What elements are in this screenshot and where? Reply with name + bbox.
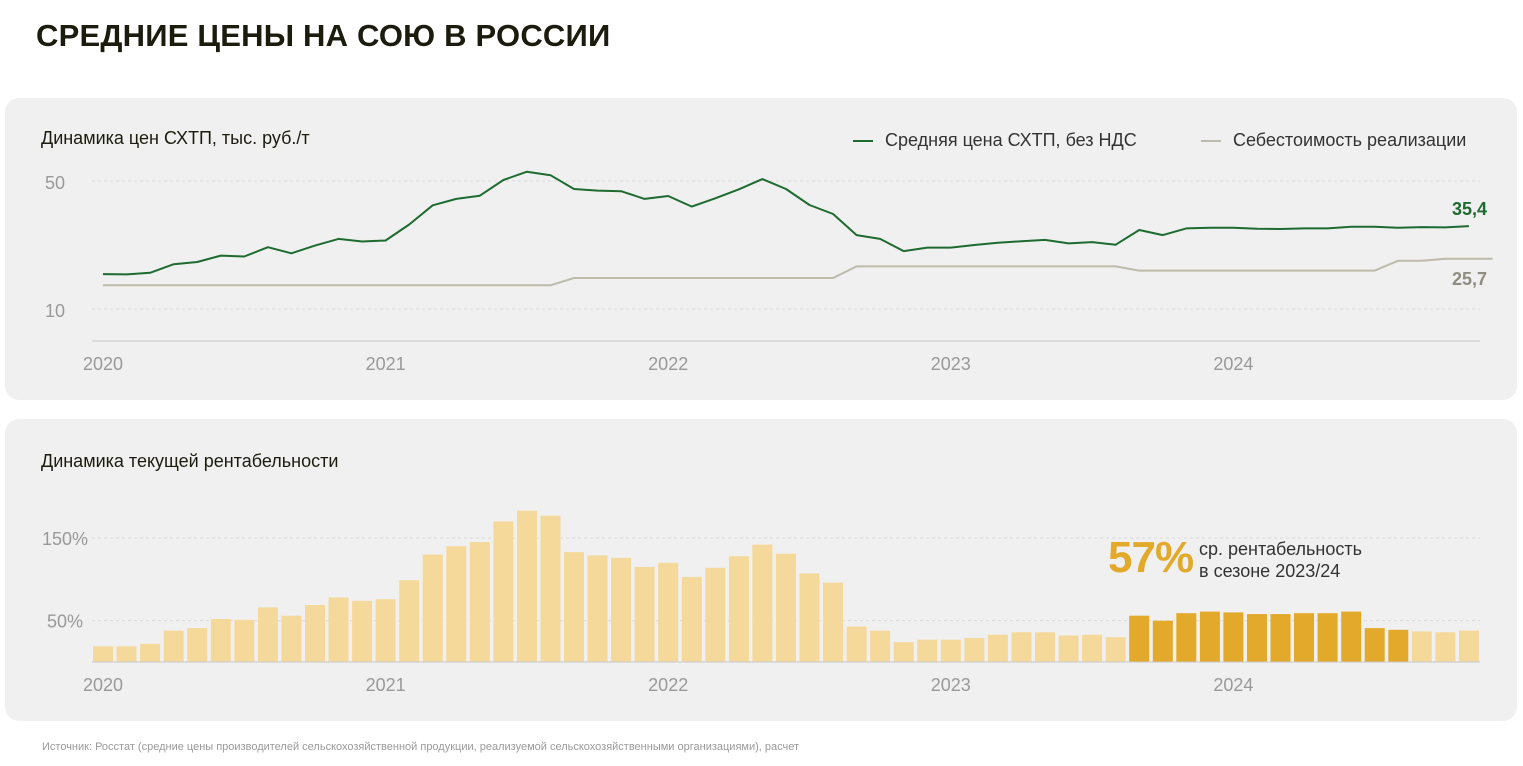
cost-series-line (103, 257, 1493, 287)
price-series-line (102, 170, 1469, 276)
legend-swatch-cost (1201, 139, 1221, 142)
bar (540, 515, 561, 662)
price-chart-unit: тыс. руб./т (216, 128, 310, 148)
bar (1317, 613, 1338, 662)
bar (187, 628, 208, 662)
bar (469, 542, 490, 662)
bar (1011, 632, 1032, 662)
bar (1270, 614, 1291, 662)
bar (587, 555, 608, 662)
bar (305, 605, 325, 662)
bar (140, 643, 161, 662)
bar (776, 553, 796, 662)
bar (1176, 613, 1197, 662)
bar (352, 600, 373, 662)
bar (281, 615, 302, 662)
bar (257, 607, 278, 662)
bar (705, 567, 726, 662)
bar (964, 638, 985, 662)
x-tick-label: 2020 (83, 675, 123, 695)
page-title: СРЕДНИЕ ЦЕНЫ НА СОЮ В РОССИИ (36, 18, 611, 53)
bar (446, 546, 467, 662)
bar (634, 566, 655, 662)
bar (1035, 632, 1055, 662)
x-tick-label: 2024 (1213, 354, 1253, 374)
legend-swatch-price (853, 139, 873, 142)
bar (1247, 614, 1267, 662)
price-end-label: 35,4 (1452, 199, 1487, 219)
bar (917, 639, 938, 662)
bar (163, 630, 184, 662)
profitability-chart-title: Динамика текущей рентабельности (41, 451, 339, 471)
bar (799, 573, 820, 662)
y-tick-label: 150% (42, 529, 88, 549)
cost-end-label: 25,7 (1452, 269, 1487, 289)
bar (1058, 635, 1079, 662)
bar (1082, 634, 1103, 662)
legend-label-price: Средняя цена СХТП, без НДС (885, 130, 1137, 150)
y-tick-label: 50 (45, 173, 65, 193)
price-line-chart: 50 10 2020 2021 2022 2023 2024 35,4 25,7 (45, 170, 1493, 374)
bar (1294, 613, 1314, 662)
x-tick-label: 2023 (931, 354, 971, 374)
bar (93, 646, 113, 662)
bar (611, 557, 632, 662)
bar (940, 639, 961, 662)
bar (328, 597, 349, 662)
bar (399, 580, 420, 662)
bar (1199, 611, 1220, 662)
bar (1105, 637, 1126, 662)
callout-value: 57% (1108, 533, 1194, 582)
source-note: Источник: Росстат (средние цены производ… (42, 741, 800, 753)
legend-item-price: Средняя цена СХТП, без НДС (853, 130, 1137, 151)
bar (1364, 628, 1385, 662)
x-tick-label: 2021 (366, 675, 406, 695)
bar (1223, 612, 1244, 662)
x-tick-label: 2022 (648, 675, 688, 695)
bar (1411, 631, 1432, 662)
bar (752, 544, 773, 662)
x-tick-label: 2024 (1213, 675, 1253, 695)
bar (516, 510, 537, 662)
bar (728, 556, 749, 662)
x-tick-label: 2021 (366, 354, 406, 374)
y-tick-label: 10 (45, 301, 65, 321)
legend-label-cost: Себестоимость реализации (1233, 130, 1467, 150)
bar (1435, 632, 1456, 662)
bar (375, 599, 396, 662)
bar (846, 626, 867, 662)
callout-caption-line2: в сезоне 2023/24 (1199, 561, 1341, 581)
bar (493, 521, 514, 662)
bar (1152, 620, 1173, 662)
bar (681, 576, 702, 662)
bar (564, 552, 584, 662)
bar (893, 642, 914, 662)
price-chart-title: Динамика цен СХТП, тыс. руб./т (41, 128, 310, 149)
bar (658, 562, 679, 662)
callout-caption-line1: ср. рентабельность (1199, 539, 1363, 559)
price-chart-title-main: Динамика цен СХТП, (41, 128, 217, 148)
bar (1129, 615, 1150, 662)
legend-item-cost: Себестоимость реализации (1201, 130, 1466, 151)
x-tick-label: 2020 (83, 354, 123, 374)
bar (1388, 629, 1409, 662)
bar (1341, 611, 1362, 662)
bar (823, 582, 844, 662)
callout-caption: ср. рентабельность в сезоне 2023/24 (1199, 538, 1362, 582)
bar (1458, 630, 1479, 662)
x-tick-label: 2023 (931, 675, 971, 695)
x-tick-label: 2022 (648, 354, 688, 374)
bar (116, 646, 137, 662)
bar (987, 634, 1008, 662)
bar (422, 554, 443, 662)
bar (210, 619, 231, 662)
y-tick-label: 50% (47, 612, 83, 632)
bar (234, 619, 255, 662)
price-chart-panel: Динамика цен СХТП, тыс. руб./т Средняя ц… (5, 98, 1517, 400)
bar (870, 630, 891, 662)
